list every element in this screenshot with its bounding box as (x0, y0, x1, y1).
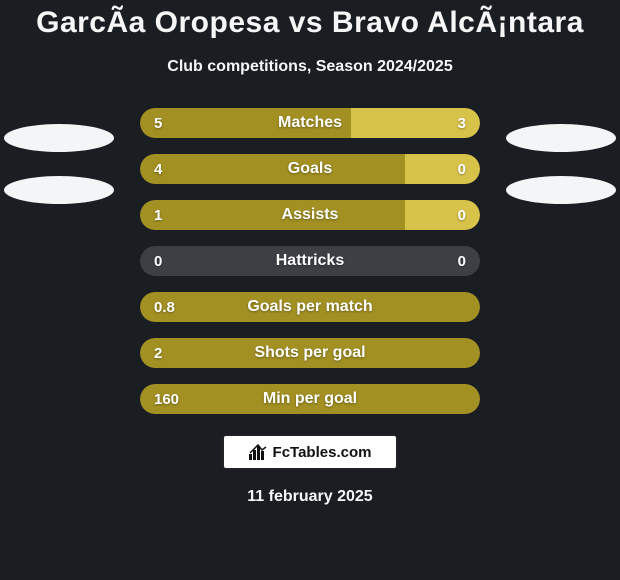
subtitle: Club competitions, Season 2024/2025 (0, 58, 620, 76)
stat-label: Goals per match (140, 292, 480, 322)
stat-label: Hattricks (140, 246, 480, 276)
source-badge: FcTables.com (222, 434, 398, 470)
stat-row: 2Shots per goal (140, 338, 480, 368)
stat-row: 00Hattricks (140, 246, 480, 276)
player-right-oval (506, 124, 616, 152)
stat-row: 53Matches (140, 108, 480, 138)
stat-label: Min per goal (140, 384, 480, 414)
stat-row: 40Goals (140, 154, 480, 184)
source-badge-text: FcTables.com (273, 444, 372, 461)
stat-row: 0.8Goals per match (140, 292, 480, 322)
stat-label: Assists (140, 200, 480, 230)
player-left-oval (4, 124, 114, 152)
page-title: GarcÃ­a Oropesa vs Bravo AlcÃ¡ntara (0, 6, 620, 40)
bar-chart-icon (249, 444, 267, 460)
player-compare-card: GarcÃ­a Oropesa vs Bravo AlcÃ¡ntara Club… (0, 0, 620, 580)
stat-rows: 53Matches 40Goals 10Assists 00Hattricks 0.8G… (0, 108, 620, 414)
stat-row: 10Assists (140, 200, 480, 230)
stat-label: Matches (140, 108, 480, 138)
stat-label: Goals (140, 154, 480, 184)
player-right-oval (506, 176, 616, 204)
stat-row: 160Min per goal (140, 384, 480, 414)
player-left-oval (4, 176, 114, 204)
date-text: 11 february 2025 (0, 488, 620, 506)
stat-label: Shots per goal (140, 338, 480, 368)
